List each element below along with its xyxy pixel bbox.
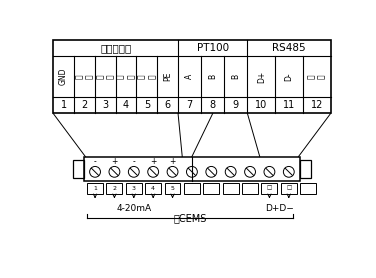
Bar [145,183,161,193]
Text: 2: 2 [112,186,117,191]
Bar [261,183,277,193]
Text: 10: 10 [255,100,267,110]
Text: D+D−: D+D− [265,204,294,213]
Bar [203,183,219,193]
Bar [165,183,180,193]
Text: 1: 1 [61,100,67,110]
Text: 电流环输出: 电流环输出 [100,43,131,53]
Text: 9: 9 [233,100,239,110]
Text: PE: PE [163,72,172,81]
Bar [126,183,142,193]
Text: 3: 3 [132,186,136,191]
Bar [281,183,297,193]
Text: -: - [94,157,96,167]
Bar [53,39,331,113]
Bar [73,160,84,178]
Text: □: □ [267,186,272,191]
Text: □: □ [286,186,291,191]
Text: 4: 4 [151,186,155,191]
Text: 出
存: 出 存 [96,74,115,79]
Text: B: B [231,74,240,79]
Text: 2: 2 [81,100,88,110]
Text: 3: 3 [102,100,108,110]
Text: PT100: PT100 [197,43,229,53]
Text: 1: 1 [93,186,97,191]
Text: D-: D- [285,72,294,81]
Text: -: - [132,157,135,167]
Text: 出
端: 出 端 [116,74,136,79]
Text: 11: 11 [283,100,295,110]
Text: 5: 5 [144,100,150,110]
Text: 4-20mA: 4-20mA [116,204,152,213]
Text: 频
频: 频 频 [137,74,156,79]
Text: +: + [169,157,176,167]
Bar [223,183,239,193]
Bar [184,183,200,193]
Text: 12: 12 [311,100,323,110]
Text: GND: GND [59,68,68,85]
Bar [300,183,316,193]
Text: 8: 8 [210,100,216,110]
Bar [87,183,103,193]
Bar [84,157,300,181]
Text: 4: 4 [123,100,129,110]
Text: 终
端: 终 端 [307,74,326,79]
Text: 数
据: 数 据 [75,74,94,79]
Text: 至CEMS: 至CEMS [174,213,207,223]
Bar [300,160,311,178]
Text: RS485: RS485 [272,43,306,53]
Text: 7: 7 [186,100,193,110]
Text: A: A [185,74,194,79]
Text: D+: D+ [257,70,266,83]
Text: B: B [208,74,217,79]
Text: 6: 6 [165,100,171,110]
Text: 5: 5 [171,186,174,191]
Text: +: + [111,157,118,167]
Bar [106,183,122,193]
Bar [242,183,258,193]
Text: +: + [150,157,156,167]
